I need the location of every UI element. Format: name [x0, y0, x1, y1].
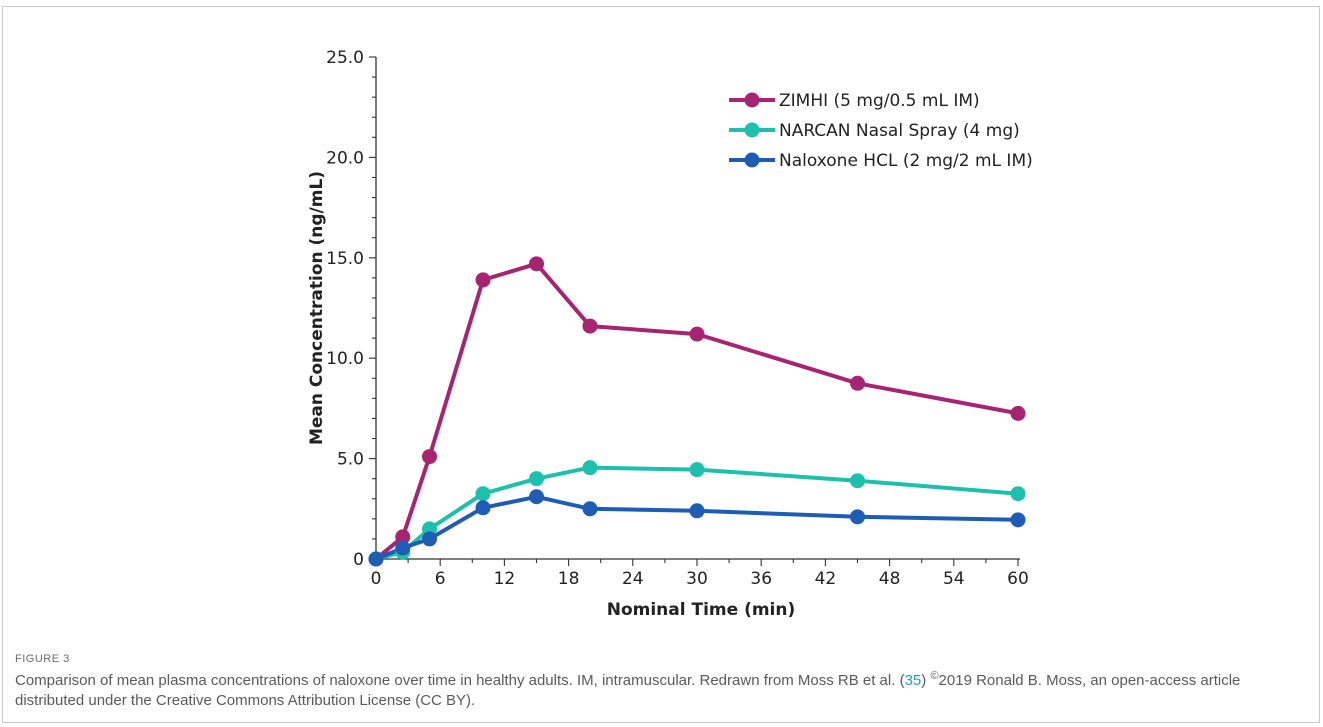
- copyright-symbol: ©: [930, 670, 939, 682]
- data-point-0: [529, 256, 544, 272]
- data-point-0: [582, 318, 598, 334]
- data-point-1: [850, 473, 865, 489]
- y-axis-title: Mean Concentration (ng/mL): [307, 171, 327, 445]
- x-tick-label: 6: [435, 569, 446, 589]
- line-chart: 0 5.0 10.0 15.0 20.0 25.0 0 6 12 18 24 30 36 42 48 54 60…: [307, 48, 1033, 620]
- data-point-2: [395, 540, 411, 556]
- data-point-2: [1010, 512, 1026, 528]
- y-tick-label: 25.0: [326, 48, 364, 68]
- data-point-0: [1010, 405, 1026, 421]
- data-point-1: [582, 460, 598, 476]
- figure-label: FIGURE 3: [15, 653, 70, 665]
- y-tick-label: 10.0: [326, 349, 364, 369]
- data-point-1: [475, 486, 491, 502]
- x-tick-label: 24: [622, 569, 644, 589]
- data-point-0: [422, 449, 437, 465]
- data-point-2: [850, 509, 865, 525]
- x-tick-label: 54: [943, 569, 965, 589]
- legend-marker-0: [744, 92, 760, 108]
- caption-text-1: Comparison of mean plasma concentrations…: [15, 672, 905, 689]
- data-point-1: [529, 471, 544, 487]
- x-tick-label: 0: [371, 569, 382, 589]
- y-tick-label: 20.0: [326, 148, 364, 168]
- x-tick-label: 60: [1007, 569, 1029, 589]
- data-point-0: [850, 375, 865, 391]
- data-point-0: [475, 272, 491, 288]
- data-point-0: [689, 326, 705, 342]
- data-point-0: [395, 529, 411, 545]
- x-tick-label: 36: [750, 569, 772, 589]
- data-point-2: [529, 489, 544, 505]
- data-point-2: [368, 551, 384, 567]
- y-tick-label: 15.0: [326, 249, 364, 269]
- legend-label-0: ZIMHI (5 mg/0.5 mL IM): [779, 91, 980, 111]
- caption-reference-link[interactable]: 35: [904, 672, 922, 689]
- x-tick-label: 18: [558, 569, 580, 589]
- data-point-1: [1010, 486, 1026, 502]
- y-tick-label: 5.0: [337, 450, 364, 470]
- x-tick-label: 48: [879, 569, 901, 589]
- legend-marker-1: [744, 122, 760, 138]
- data-point-2: [475, 500, 491, 516]
- x-tick-label: 12: [494, 569, 516, 589]
- data-point-2: [422, 531, 437, 547]
- caption-text-3: 2019 Ronald B. Moss, an open-access arti…: [15, 672, 1241, 709]
- figure-frame: 0 5.0 10.0 15.0 20.0 25.0 0 6 12 18 24 30 36 42 48 54 60…: [2, 6, 1320, 723]
- legend-marker-2: [744, 152, 760, 168]
- data-point-2: [689, 503, 705, 519]
- data-point-2: [582, 501, 598, 517]
- x-tick-label: 42: [815, 569, 837, 589]
- figure-caption: Comparison of mean plasma concentrations…: [15, 671, 1305, 711]
- legend-label-1: NARCAN Nasal Spray (4 mg): [779, 121, 1020, 141]
- caption-text-2: ): [921, 672, 931, 689]
- x-tick-label: 30: [686, 569, 708, 589]
- legend-label-2: Naloxone HCL (2 mg/2 mL IM): [779, 151, 1033, 171]
- y-tick-label: 0: [353, 550, 364, 570]
- x-axis-title: Nominal Time (min): [607, 600, 796, 620]
- data-point-1: [689, 462, 705, 478]
